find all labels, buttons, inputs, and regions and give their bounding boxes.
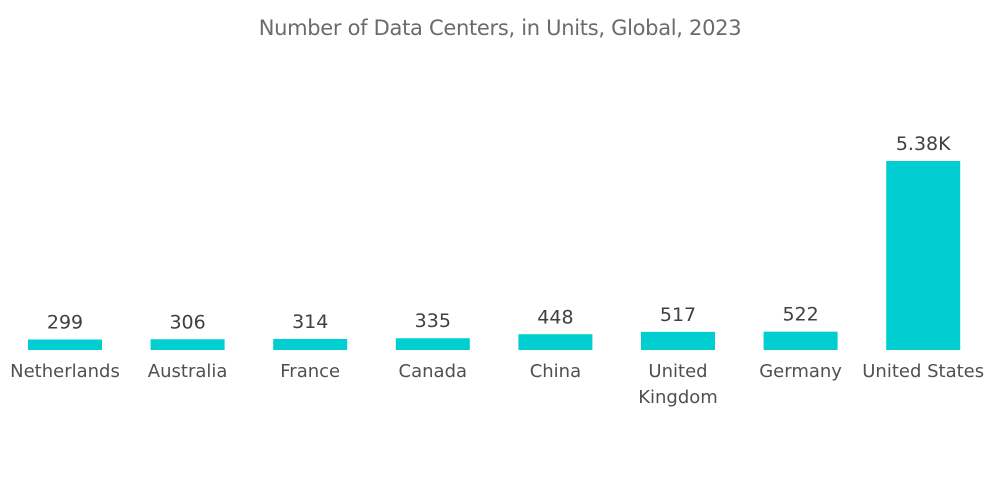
category-label: United States [862,361,984,382]
category-label: France [280,361,340,382]
data-label: 306 [169,311,205,333]
bar-canada [395,338,470,350]
data-label: 299 [47,311,83,333]
bar-china [518,334,593,350]
bar-netherlands [28,339,102,350]
category-label: Germany [759,361,842,382]
category-label: Netherlands [10,361,120,382]
bar-france [273,338,348,350]
bar-australia [150,339,225,350]
bar-united-kingdom [641,331,715,350]
bar-united-states [886,161,961,350]
chart-title: Number of Data Centers, in Units, Global… [258,16,742,40]
category-label: China [530,361,581,382]
data-label: 5.38K [896,133,951,155]
category-label: Canada [399,361,468,382]
category-label: Kingdom [638,387,718,408]
bar-germany [763,331,838,350]
data-label: 448 [537,306,573,328]
data-label: 517 [660,304,696,326]
category-label: Australia [148,361,228,382]
data-label: 335 [415,310,451,332]
data-label: 314 [292,311,328,333]
category-label: United [648,361,707,382]
data-label: 522 [782,304,818,326]
